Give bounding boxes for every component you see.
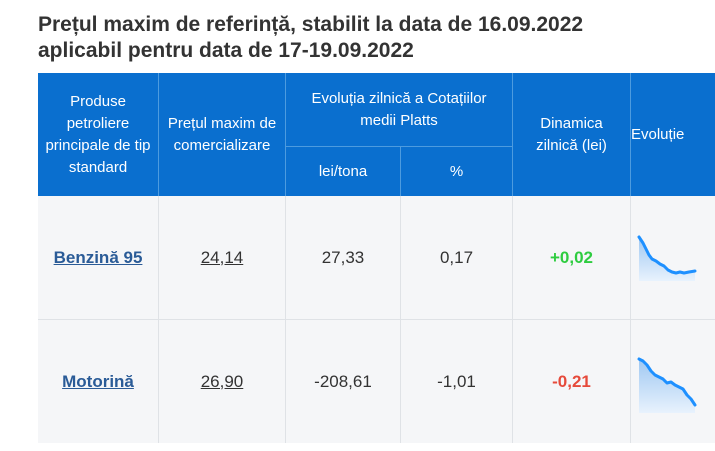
product-link-motorina[interactable]: Motorină [62, 371, 134, 391]
table-header [38, 73, 715, 196]
lei-tona-value: 27,33 [321, 247, 365, 267]
product-link-benzina[interactable]: Benzină 95 [53, 247, 143, 267]
row-divider [38, 319, 715, 320]
header-divider [158, 73, 159, 196]
header-divider [630, 73, 631, 196]
title-line-1: Prețul maxim de referință, stabilit la d… [38, 13, 584, 36]
percent-value: 0,17 [439, 247, 474, 267]
column-divider [285, 196, 286, 443]
header-evolution: Evoluția zilnică a Cotațiilor medii Plat… [311, 89, 487, 129]
header-max-price: Prețul maxim de comercializare [167, 114, 277, 154]
dynamics-value: -0,21 [552, 371, 591, 391]
table-row: Benzină 95 24,14 27,33 0,17 +0,02 [38, 196, 715, 319]
percent-value: -1,01 [437, 371, 476, 391]
header-lei-tona: lei/tona [318, 162, 368, 180]
sparkline-chart [637, 357, 697, 413]
column-divider [630, 196, 631, 443]
price-table: Produse petroliere principale de tip sta… [38, 73, 715, 443]
lei-tona-value: -208,61 [314, 371, 372, 391]
header-divider [512, 73, 513, 196]
title-line-2: aplicabil pentru data de 17-19.09.2022 [38, 39, 414, 62]
header-divider [286, 146, 512, 147]
header-dynamics: Dinamica zilnică (lei) [536, 114, 607, 154]
header-evolution-chart: Evoluție [631, 125, 685, 143]
column-divider [512, 196, 513, 443]
price-value[interactable]: 26,90 [200, 371, 244, 391]
header-percent: % [449, 162, 464, 180]
page-title: Prețul maxim de referință, stabilit la d… [38, 12, 583, 64]
header-divider [285, 73, 286, 196]
header-product: Produse petroliere principale de tip sta… [45, 92, 151, 176]
column-divider [400, 196, 401, 443]
dynamics-value: +0,02 [549, 247, 593, 267]
price-value[interactable]: 24,14 [200, 247, 244, 267]
column-divider [158, 196, 159, 443]
table-row: Motorină 26,90 -208,61 -1,01 -0,21 [38, 320, 715, 443]
sparkline-chart [637, 235, 697, 281]
header-divider [400, 147, 401, 196]
